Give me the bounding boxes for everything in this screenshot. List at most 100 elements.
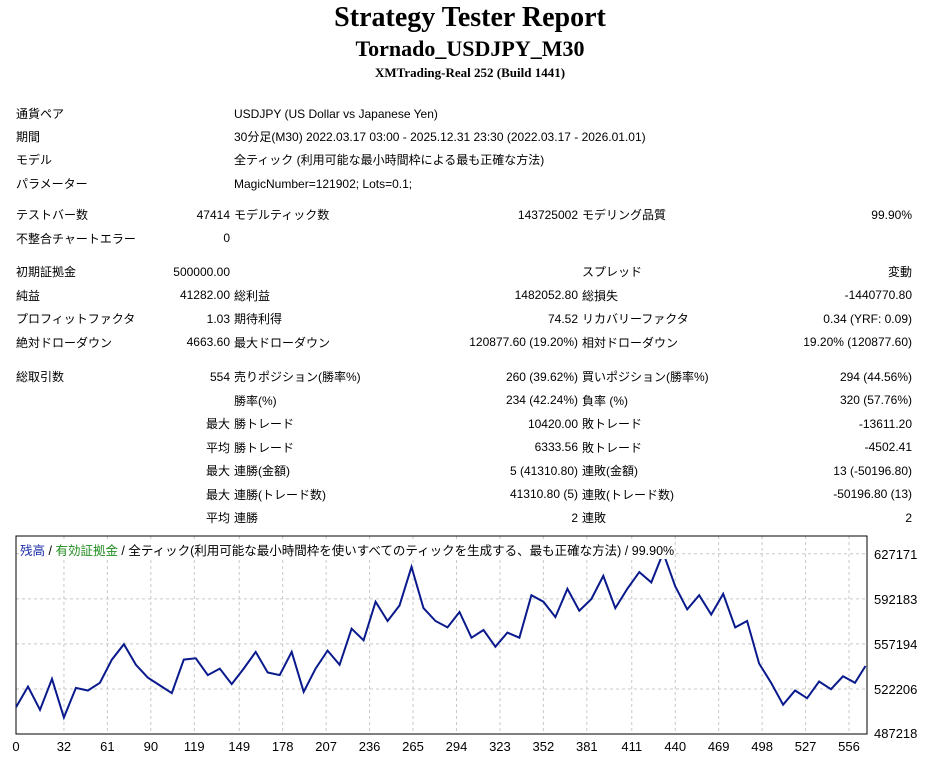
- x-tick-label: 207: [315, 739, 337, 754]
- stat-label: 勝トレード: [234, 440, 295, 455]
- chart-caption: 残高 / 有効証拠金 / 全ティック(利用可能な最小時間枠を使いすべてのティック…: [20, 540, 675, 559]
- stats-row: プロフィットファクタ 1.03 期待利得 74.52 リカバリーファクタ 0.3…: [14, 307, 914, 331]
- stat-value: 120877.60 (19.20%): [469, 335, 578, 350]
- stat-label: 最大ドローダウン: [234, 335, 331, 350]
- stats-row: 勝率(%) 234 (42.24%) 負率 (%) 320 (57.76%): [14, 389, 914, 413]
- stat-prefix: 最大: [205, 464, 230, 479]
- stat-label: 敗トレード: [582, 440, 643, 455]
- stat-label: モデルティック数: [234, 208, 330, 223]
- balance-chart: 0 32 61 90 119 149 178 207 236 265 294 323 352 381 411…: [12, 535, 917, 754]
- stat-value: 1.03: [206, 311, 230, 326]
- y-tick-label: 592183: [874, 592, 917, 607]
- stat-prefix: 平均: [205, 440, 230, 455]
- stat-label: 初期証拠金: [16, 265, 77, 280]
- stat-value: -50196.80 (13): [833, 487, 912, 502]
- stat-label: 総取引数: [16, 370, 65, 385]
- x-tick-label: 469: [708, 739, 730, 754]
- stat-label: プロフィットファクタ: [16, 312, 136, 327]
- y-axis-ticks: 627171 592183 557194 522206 487218: [874, 547, 917, 741]
- x-tick-label: 411: [621, 739, 642, 754]
- stat-label: 売りポジション(勝率%): [234, 370, 361, 385]
- chart-grid: [15, 536, 867, 735]
- stat-value: 41310.80 (5): [509, 487, 578, 502]
- stat-label: 総利益: [234, 288, 271, 303]
- stat-label: 連勝(トレード数): [234, 487, 326, 502]
- x-tick-label: 265: [402, 739, 424, 754]
- info-label: 期間: [16, 130, 41, 144]
- x-tick-label: 498: [751, 739, 773, 754]
- stat-value: 4663.60: [186, 335, 230, 350]
- plot-frame: [15, 535, 868, 735]
- info-label: パラメーター: [16, 177, 88, 191]
- x-tick-label: 294: [446, 739, 468, 754]
- report-subtitle: Tornado_USDJPY_M30: [355, 36, 585, 61]
- stats-table-profit: 初期証拠金 500000.00 スプレッド 変動 純益 41282.00 総利益…: [14, 260, 914, 354]
- stat-label: 絶対ドローダウン: [16, 335, 113, 350]
- balance-series-line: [15, 549, 867, 721]
- stat-label: テストバー数: [16, 208, 89, 223]
- stat-value: 294 (44.56%): [839, 369, 912, 384]
- y-tick-label: 522206: [874, 682, 917, 697]
- stats-row: 純益 41282.00 総利益 1482052.80 総損失 -1440770.…: [14, 284, 914, 308]
- stat-label: 総損失: [582, 288, 619, 303]
- stats-row: 平均 勝トレード 6333.56 敗トレード -4502.41: [14, 436, 914, 460]
- stat-value: 234 (42.24%): [505, 393, 578, 408]
- x-tick-label: 236: [359, 739, 381, 754]
- stat-prefix: 最大: [205, 417, 230, 432]
- x-tick-label: 527: [795, 739, 817, 754]
- info-value: USDJPY (US Dollar vs Japanese Yen): [234, 107, 438, 121]
- legend-equity: 有効証拠金: [55, 544, 118, 558]
- x-tick-label: 0: [12, 739, 19, 754]
- stat-value: 10420.00: [527, 416, 578, 431]
- stat-label: 連敗(金額): [582, 464, 638, 479]
- legend-separator: /: [45, 544, 56, 558]
- stat-label: スプレッド: [582, 265, 643, 280]
- stat-value: 143725002: [517, 207, 578, 222]
- stat-value: 500000.00: [173, 264, 230, 279]
- stats-row: 初期証拠金 500000.00 スプレッド 変動: [14, 260, 914, 284]
- stat-value: 2: [571, 510, 578, 525]
- x-tick-label: 381: [576, 739, 598, 754]
- build-info: XMTrading-Real 252 (Build 1441): [374, 65, 566, 80]
- legend-balance: 残高: [20, 544, 46, 558]
- stat-label: 勝トレード: [234, 417, 295, 432]
- x-tick-label: 32: [57, 739, 71, 754]
- stats-row: 最大 勝トレード 10420.00 敗トレード -13611.20: [14, 412, 914, 436]
- stat-value: 5 (41310.80): [509, 463, 578, 478]
- stat-value: 2: [905, 510, 912, 525]
- legend-model: / 全ティック(利用可能な最小時間枠を使いすべてのティックを生成する、最も正確な…: [117, 544, 675, 558]
- stat-label: 敗トレード: [582, 417, 643, 432]
- stat-value: 320 (57.76%): [839, 393, 912, 408]
- stats-table-bars: テストバー数 47414 モデルティック数 143725002 モデリング品質 …: [14, 203, 914, 250]
- stat-label: 負率 (%): [582, 393, 628, 408]
- info-label: モデル: [16, 153, 53, 167]
- stat-prefix: 最大: [205, 487, 230, 502]
- y-tick-label: 557194: [874, 637, 917, 652]
- x-tick-label: 178: [272, 739, 294, 754]
- stat-label: 連勝: [234, 511, 259, 526]
- stat-value: 13 (-50196.80): [833, 463, 912, 478]
- stats-row: 絶対ドローダウン 4663.60 最大ドローダウン 120877.60 (19.…: [14, 331, 914, 355]
- x-tick-label: 119: [184, 739, 205, 754]
- stat-value: 変動: [887, 265, 912, 280]
- stat-value: 99.90%: [871, 207, 912, 222]
- stats-row: 不整合チャートエラー 0: [14, 227, 914, 251]
- stat-label: 純益: [16, 288, 41, 303]
- info-label: 通貨ペア: [16, 107, 65, 121]
- x-tick-label: 323: [489, 739, 511, 754]
- report-title: Strategy Tester Report: [334, 2, 606, 33]
- stat-label: 勝率(%): [234, 393, 277, 408]
- stat-value: 260 (39.62%): [505, 369, 578, 384]
- stats-table-trades: 総取引数 554 売りポジション(勝率%) 260 (39.62%) 買いポジシ…: [14, 365, 914, 530]
- stats-row: 最大 連勝(金額) 5 (41310.80) 連敗(金額) 13 (-50196…: [14, 459, 914, 483]
- stat-label: リカバリーファクタ: [582, 312, 689, 327]
- stat-value: 0: [223, 231, 230, 246]
- stat-value: 6333.56: [534, 440, 578, 455]
- x-tick-label: 440: [664, 739, 686, 754]
- stat-label: 相対ドローダウン: [582, 335, 679, 350]
- stats-row: テストバー数 47414 モデルティック数 143725002 モデリング品質 …: [14, 203, 914, 227]
- info-value: 30分足(M30) 2022.03.17 03:00 - 2025.12.31 …: [234, 130, 646, 144]
- info-value: MagicNumber=121902; Lots=0.1;: [234, 177, 413, 191]
- x-axis-ticks: 0 32 61 90 119 149 178 207 236 265 294 323 352 381 411…: [12, 739, 859, 754]
- stat-label: 連勝(金額): [234, 464, 290, 479]
